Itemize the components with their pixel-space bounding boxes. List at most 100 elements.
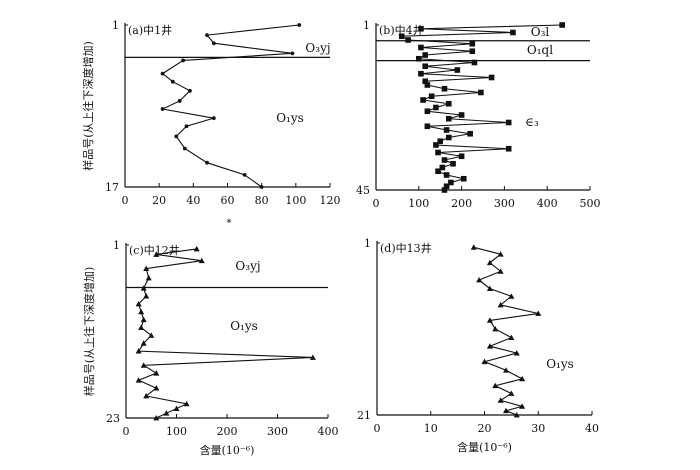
data-point (205, 160, 209, 165)
rock-unit-label: ∈₃ (525, 115, 539, 129)
data-point (505, 145, 512, 152)
data-point (398, 33, 405, 40)
footer-mark: * (227, 218, 232, 229)
x-tick-label: 0 (374, 422, 381, 435)
data-point (183, 400, 190, 407)
data-point (211, 41, 216, 46)
data-point (174, 134, 179, 139)
rock-unit-label: O₁ys (276, 111, 304, 125)
data-point (170, 79, 175, 84)
rock-unit-label: O₁ys (546, 357, 574, 371)
data-point (138, 308, 145, 315)
rock-unit-label: O₃yj (305, 41, 330, 55)
data-point (177, 99, 182, 103)
x-tick-label: 0 (122, 194, 129, 207)
x-tick-label: 400 (318, 425, 339, 438)
data-point (418, 44, 424, 51)
data-point (182, 146, 187, 151)
x-tick-label: 120 (320, 194, 341, 207)
x-tick-label: 200 (451, 197, 472, 210)
data-point (497, 301, 504, 308)
data-point (486, 343, 493, 349)
data-point (441, 157, 448, 163)
data-point (519, 403, 526, 409)
data-point (428, 93, 435, 100)
data-point (160, 71, 165, 76)
y-tick-label: 1 (364, 237, 371, 250)
y-tick-label: 1 (363, 19, 370, 32)
data-point (486, 285, 493, 291)
panel-label: (d)中13井 (380, 241, 432, 255)
x-tick-label: 100 (166, 425, 187, 438)
data-point (290, 51, 295, 56)
data-point (153, 370, 160, 376)
data-point (184, 124, 189, 129)
data-point (443, 172, 450, 178)
data-point (140, 316, 147, 323)
x-tick-label: 40 (585, 422, 599, 435)
x-tick-label: 100 (408, 197, 429, 210)
data-point (135, 348, 142, 354)
x-tick-label: 10 (424, 422, 438, 435)
y-tick-label: 1 (113, 239, 120, 252)
data-point (433, 104, 439, 111)
data-point (405, 37, 411, 43)
data-point (424, 82, 431, 88)
x-tick-label: 0 (123, 425, 130, 438)
x-axis-title: 含量(10⁻⁶) (200, 443, 255, 457)
panel-label: (b)中4井 (379, 23, 424, 37)
x-tick-label: 200 (217, 425, 238, 438)
data-point (503, 367, 509, 373)
x-tick-label: 300 (267, 425, 288, 438)
y-tick-label: 45 (356, 184, 370, 197)
data-point (513, 412, 520, 418)
data-point (467, 130, 473, 137)
data-point (143, 293, 150, 299)
data-point (486, 317, 493, 323)
data-point (508, 334, 515, 340)
data-point (422, 52, 429, 58)
data-point (259, 185, 264, 189)
x-tick-label: 500 (580, 197, 601, 210)
data-point (173, 405, 180, 411)
data-point (153, 385, 160, 391)
data-point (508, 293, 515, 299)
data-point (559, 22, 565, 28)
data-point (160, 107, 165, 111)
x-tick-label: 300 (494, 197, 515, 210)
y-axis-title: 样品号(从上往下深度增加) (82, 267, 96, 397)
x-tick-label: 80 (255, 194, 269, 207)
y-tick-label: 21 (357, 409, 371, 422)
x-tick-label: 20 (478, 422, 492, 435)
x-tick-label: 0 (373, 197, 380, 210)
data-point (433, 142, 439, 148)
data-point (458, 112, 465, 118)
data-point (242, 172, 247, 177)
data-point (188, 88, 192, 93)
data-point (193, 245, 200, 252)
chart-panel-3: 0 10 20 30 40 1 21 (d)中13井 O₁ys 含量(10⁻⁶) (357, 237, 599, 454)
data-point (148, 332, 155, 338)
data-point (135, 377, 142, 383)
data-point (458, 153, 465, 160)
series-line (160, 24, 300, 188)
data-point (138, 324, 145, 330)
rock-unit-label: O₃yj (235, 259, 260, 273)
data-point (535, 310, 542, 316)
data-point (497, 397, 504, 403)
data-point (140, 285, 147, 291)
data-point (435, 149, 441, 156)
chart-panel-1: 0 100 200 300 400 500 1 45 (b)中4井 O₃l O₁ql ∈₃ (356, 19, 601, 210)
data-point (471, 59, 478, 66)
data-point (153, 415, 160, 421)
y-axis-title: 样品号(从上往下深度增加) (81, 41, 95, 171)
data-point (140, 362, 147, 368)
data-point (420, 97, 426, 103)
data-point (181, 58, 185, 63)
data-point (445, 134, 452, 141)
data-point (486, 259, 493, 266)
x-tick-label: 60 (221, 194, 235, 207)
data-point (460, 175, 467, 182)
chart-panel-0: 0 20 40 60 80 100 120 1 17 (a)中1井 O₃yj O₁ys 样品号(从上往下… (81, 19, 341, 207)
x-tick-label: 400 (537, 197, 558, 210)
